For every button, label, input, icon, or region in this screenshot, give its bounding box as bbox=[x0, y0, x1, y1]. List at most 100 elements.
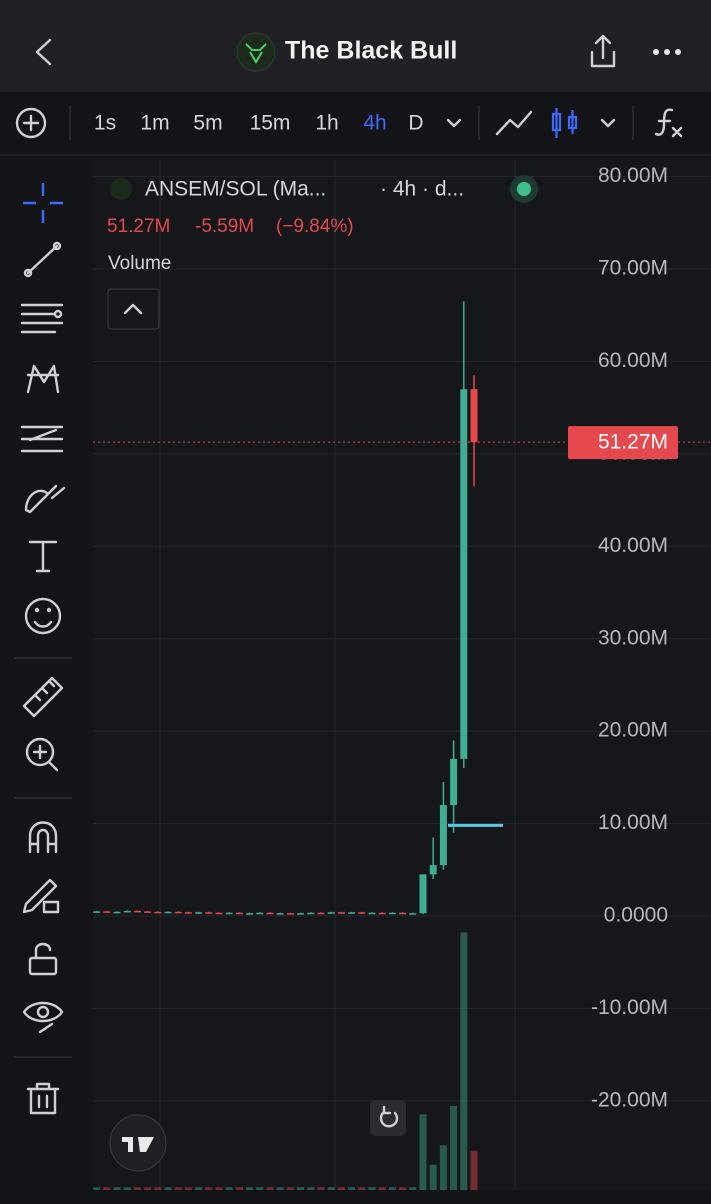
volume-bar bbox=[205, 1187, 213, 1190]
collapse-chevron bbox=[123, 303, 143, 315]
candle-body bbox=[327, 912, 335, 914]
candle-body bbox=[174, 911, 182, 914]
candle-chart-button[interactable] bbox=[551, 108, 578, 138]
y-tick-label: 0.0000 bbox=[604, 904, 668, 927]
volume-bar bbox=[439, 1145, 447, 1190]
candle-body bbox=[215, 912, 223, 915]
delete-tool[interactable] bbox=[26, 1082, 60, 1115]
candle-body bbox=[450, 758, 458, 806]
back-button[interactable] bbox=[35, 38, 52, 66]
visibility-tool[interactable] bbox=[22, 1001, 64, 1034]
text-tool[interactable] bbox=[28, 540, 58, 573]
volume-bar bbox=[368, 1187, 376, 1190]
add-symbol-button[interactable] bbox=[15, 107, 47, 139]
volume-bar bbox=[154, 1187, 162, 1190]
tool-sidebar bbox=[0, 160, 82, 1199]
zoom-tool[interactable] bbox=[25, 737, 59, 772]
volume-bar bbox=[358, 1187, 366, 1190]
interval-option[interactable]: 1h bbox=[315, 112, 338, 135]
candle-body bbox=[378, 912, 386, 915]
tradingview-logo[interactable] bbox=[109, 1114, 167, 1172]
volume-bar bbox=[133, 1187, 141, 1190]
candle-body bbox=[470, 389, 478, 443]
symbol-name[interactable]: ANSEM/SOL (Ma... bbox=[145, 178, 326, 201]
interval-option[interactable]: 1s bbox=[94, 112, 116, 135]
symbol-details: · 4h · d... bbox=[380, 178, 464, 201]
interval-option[interactable]: 4h bbox=[363, 112, 386, 135]
candle-body bbox=[388, 912, 396, 915]
interval-option[interactable]: D bbox=[408, 112, 423, 135]
volume-bar bbox=[297, 1187, 305, 1190]
candle-body bbox=[144, 911, 152, 913]
volume-bar bbox=[399, 1187, 407, 1190]
volume-bar bbox=[215, 1187, 223, 1190]
candle-body bbox=[154, 911, 162, 914]
indicators-button[interactable] bbox=[654, 108, 683, 138]
more-button[interactable] bbox=[653, 49, 681, 55]
candle-body bbox=[439, 805, 447, 866]
crosshair-tool[interactable] bbox=[23, 183, 63, 223]
candle-body bbox=[195, 912, 203, 914]
candle-body bbox=[256, 912, 264, 915]
chart-type-dropdown[interactable] bbox=[600, 118, 616, 128]
candle-body bbox=[266, 912, 274, 915]
volume-bar bbox=[93, 1187, 101, 1190]
grid-group bbox=[93, 176, 711, 1102]
candle-body bbox=[133, 910, 141, 913]
avatar-bull bbox=[245, 43, 267, 64]
volume-bar bbox=[164, 1187, 172, 1190]
last-price-box bbox=[568, 426, 678, 460]
chart-pane bbox=[93, 160, 711, 1190]
y-tick-label: 70.00M bbox=[598, 257, 668, 280]
volume-bar bbox=[460, 932, 468, 1190]
y-tick-label: -20.00M bbox=[591, 1088, 668, 1111]
volume-bar bbox=[327, 1187, 335, 1190]
emoji-tool[interactable] bbox=[24, 597, 62, 635]
header-title: The Black Bull bbox=[285, 37, 457, 65]
candle-body bbox=[399, 912, 407, 915]
last-price-label: 51.27M bbox=[598, 431, 668, 454]
interval-option[interactable]: 5m bbox=[193, 112, 222, 135]
candle-body bbox=[348, 912, 356, 914]
volume-bar bbox=[429, 1164, 437, 1190]
trendline-tool[interactable] bbox=[23, 241, 62, 278]
y-tick-label: 30.00M bbox=[598, 626, 668, 649]
line-chart-button[interactable] bbox=[495, 110, 533, 136]
header-bar bbox=[0, 0, 711, 92]
magnet-tool[interactable] bbox=[28, 821, 58, 854]
legend-change-pct: (−9.84%) bbox=[276, 216, 354, 237]
prediction-tool[interactable] bbox=[20, 425, 64, 453]
brush-tool[interactable] bbox=[24, 484, 66, 514]
fib-tool[interactable] bbox=[20, 303, 64, 334]
y-tick-label: 40.00M bbox=[598, 534, 668, 557]
volume-bar bbox=[450, 1106, 458, 1190]
unlock-tool[interactable] bbox=[28, 942, 58, 976]
pattern-tool[interactable] bbox=[26, 364, 60, 394]
y-tick-label: 20.00M bbox=[598, 719, 668, 742]
volume-bar bbox=[195, 1187, 203, 1190]
reset-button[interactable] bbox=[370, 1100, 406, 1136]
candle-body bbox=[337, 912, 345, 914]
toolbar bbox=[0, 92, 711, 156]
volume-bar bbox=[388, 1187, 396, 1190]
candle-body bbox=[164, 911, 172, 914]
candle-body bbox=[246, 913, 254, 915]
ruler-tool[interactable] bbox=[22, 676, 64, 718]
interval-dropdown[interactable] bbox=[446, 118, 462, 128]
volume-bar bbox=[307, 1187, 315, 1190]
interval-option[interactable]: 15m bbox=[250, 112, 291, 135]
candle-body bbox=[317, 912, 325, 915]
vertical-grid bbox=[159, 160, 516, 1190]
candle-body bbox=[276, 913, 284, 915]
study-name: Volume bbox=[108, 253, 171, 274]
collapse-button[interactable] bbox=[107, 288, 160, 330]
lock-drawings-tool[interactable] bbox=[22, 878, 60, 914]
volume-bar bbox=[256, 1187, 264, 1190]
share-button[interactable] bbox=[590, 34, 616, 68]
legend-last: 51.27M bbox=[107, 216, 170, 237]
candle-body bbox=[93, 911, 101, 913]
candle-body bbox=[460, 389, 468, 759]
symbol-logo bbox=[110, 178, 132, 200]
volume-bar bbox=[144, 1187, 152, 1190]
interval-option[interactable]: 1m bbox=[140, 112, 169, 135]
